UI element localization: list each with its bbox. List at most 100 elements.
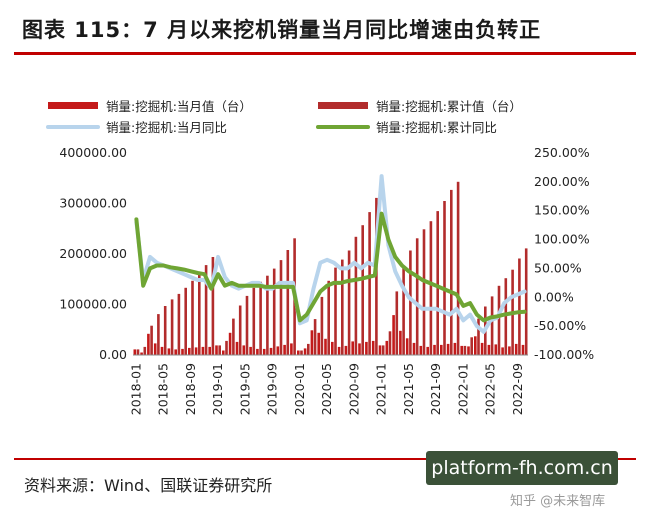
bar-cumulative bbox=[320, 296, 324, 355]
bar-monthly bbox=[337, 346, 341, 355]
bar-cumulative bbox=[334, 267, 337, 355]
bar-monthly bbox=[188, 347, 191, 355]
bar-cumulative bbox=[354, 236, 358, 355]
bar-monthly bbox=[208, 346, 211, 355]
top-rule bbox=[14, 52, 636, 55]
bar-cumulative bbox=[470, 337, 473, 355]
bar-monthly bbox=[290, 343, 293, 355]
y-right-tick-label: 50.00% bbox=[534, 260, 582, 275]
bar-monthly bbox=[351, 341, 354, 355]
bar-monthly bbox=[228, 332, 232, 355]
y-left-tick-label: 100000.00 bbox=[59, 297, 127, 312]
bar-monthly bbox=[269, 347, 273, 355]
bar-monthly bbox=[297, 350, 300, 355]
bar-cumulative bbox=[157, 314, 160, 355]
bar-monthly bbox=[310, 330, 314, 355]
x-tick-label: 2020-05 bbox=[319, 363, 334, 415]
legend-swatch-1 bbox=[318, 102, 368, 109]
bar-cumulative bbox=[211, 257, 215, 355]
legend-label-1: 销量:挖掘机:累计值（台） bbox=[376, 99, 522, 114]
x-tick-label: 2020-01 bbox=[292, 363, 307, 415]
x-tick-label: 2019-01 bbox=[210, 363, 225, 415]
bar-cumulative bbox=[272, 268, 276, 355]
x-tick-label: 2018-09 bbox=[183, 363, 198, 415]
chart-title: 图表 115：7 月以来挖机销量当月同比增速由负转正 bbox=[22, 18, 542, 42]
bar-monthly bbox=[501, 347, 504, 355]
bar-cumulative bbox=[245, 295, 249, 355]
bar-cumulative bbox=[463, 345, 467, 355]
bar-cumulative bbox=[143, 346, 147, 355]
bar-monthly bbox=[262, 348, 266, 355]
x-tick-label: 2022-05 bbox=[483, 363, 498, 415]
bar-monthly bbox=[153, 343, 157, 355]
bar-cumulative bbox=[347, 250, 351, 355]
bar-cumulative bbox=[177, 293, 181, 355]
bar-monthly bbox=[371, 340, 375, 355]
x-tick-label: 2020-09 bbox=[346, 363, 361, 415]
bar-cumulative bbox=[443, 201, 446, 355]
bar-monthly bbox=[181, 348, 184, 355]
line-monthly-yoy bbox=[134, 174, 527, 334]
bar-monthly bbox=[521, 344, 525, 355]
y-left-tick-label: 300000.00 bbox=[59, 196, 127, 211]
bar-cumulative bbox=[232, 318, 235, 355]
site-badge: platform-fh.com.cn bbox=[426, 451, 618, 485]
bar-monthly bbox=[385, 340, 389, 355]
bar-cumulative bbox=[490, 296, 494, 355]
watermark: 知乎 @未来智库 bbox=[510, 494, 606, 509]
bar-monthly bbox=[249, 346, 252, 355]
bar-cumulative bbox=[381, 345, 385, 355]
bottom-rule bbox=[14, 458, 636, 460]
y-right-tick-label: 100.00% bbox=[534, 232, 590, 247]
bar-monthly bbox=[235, 341, 239, 355]
y-right-tick-label: -100.00% bbox=[534, 347, 594, 362]
y-right-tick-label: 200.00% bbox=[534, 174, 590, 189]
bar-cumulative bbox=[504, 278, 508, 355]
x-tick-label: 2019-09 bbox=[265, 363, 280, 415]
bar-cumulative bbox=[252, 287, 256, 355]
bar-monthly bbox=[405, 338, 409, 355]
bar-monthly bbox=[453, 342, 457, 355]
bar-monthly bbox=[426, 346, 429, 355]
bar-cumulative bbox=[238, 305, 242, 355]
legend-label-2: 销量:挖掘机:当月同比 bbox=[106, 120, 227, 135]
bar-monthly bbox=[419, 345, 423, 355]
bar-monthly bbox=[256, 348, 259, 355]
x-tick-label: 2018-01 bbox=[128, 363, 143, 415]
bar-cumulative bbox=[307, 343, 310, 355]
bar-cumulative bbox=[361, 225, 364, 355]
bar-monthly bbox=[194, 347, 198, 355]
bar-monthly bbox=[433, 344, 436, 355]
bar-monthly bbox=[174, 349, 177, 355]
x-tick-label: 2021-09 bbox=[428, 363, 443, 415]
bar-monthly bbox=[378, 345, 382, 355]
line-cumulative-yoy bbox=[134, 211, 527, 323]
bar-monthly bbox=[474, 336, 477, 355]
y-right-tick-label: 150.00% bbox=[534, 203, 590, 218]
legend-swatch-0 bbox=[48, 102, 98, 109]
chart: 销量:挖掘机:当月值（台） 销量:挖掘机:累计值（台） 销量:挖掘机:当月同比 销量:… bbox=[46, 99, 594, 415]
bar-cumulative bbox=[327, 280, 330, 355]
bar-cumulative bbox=[313, 319, 317, 355]
bar-monthly bbox=[317, 332, 320, 355]
bar-cumulative bbox=[279, 260, 283, 355]
bar-monthly bbox=[276, 346, 280, 355]
bar-cumulative bbox=[456, 181, 460, 355]
y-left-tick-label: 0.00 bbox=[99, 347, 127, 362]
bar-monthly bbox=[365, 341, 368, 355]
bar-monthly bbox=[215, 345, 218, 355]
bar-cumulative bbox=[170, 299, 174, 355]
bar-cumulative bbox=[136, 349, 140, 355]
bar-monthly bbox=[222, 350, 225, 355]
source-note: 资料来源：Wind、国联证券研究所 bbox=[24, 476, 273, 495]
legend-label-3: 销量:挖掘机:累计同比 bbox=[376, 120, 497, 135]
bar-cumulative bbox=[286, 250, 290, 355]
bar-cumulative bbox=[402, 267, 405, 355]
bar-monthly bbox=[480, 342, 484, 355]
bar-monthly bbox=[399, 330, 402, 355]
lines bbox=[134, 174, 527, 334]
bar-cumulative bbox=[225, 340, 228, 355]
bar-cumulative bbox=[409, 250, 412, 355]
bar-monthly bbox=[201, 346, 205, 355]
bar-cumulative bbox=[518, 258, 521, 355]
